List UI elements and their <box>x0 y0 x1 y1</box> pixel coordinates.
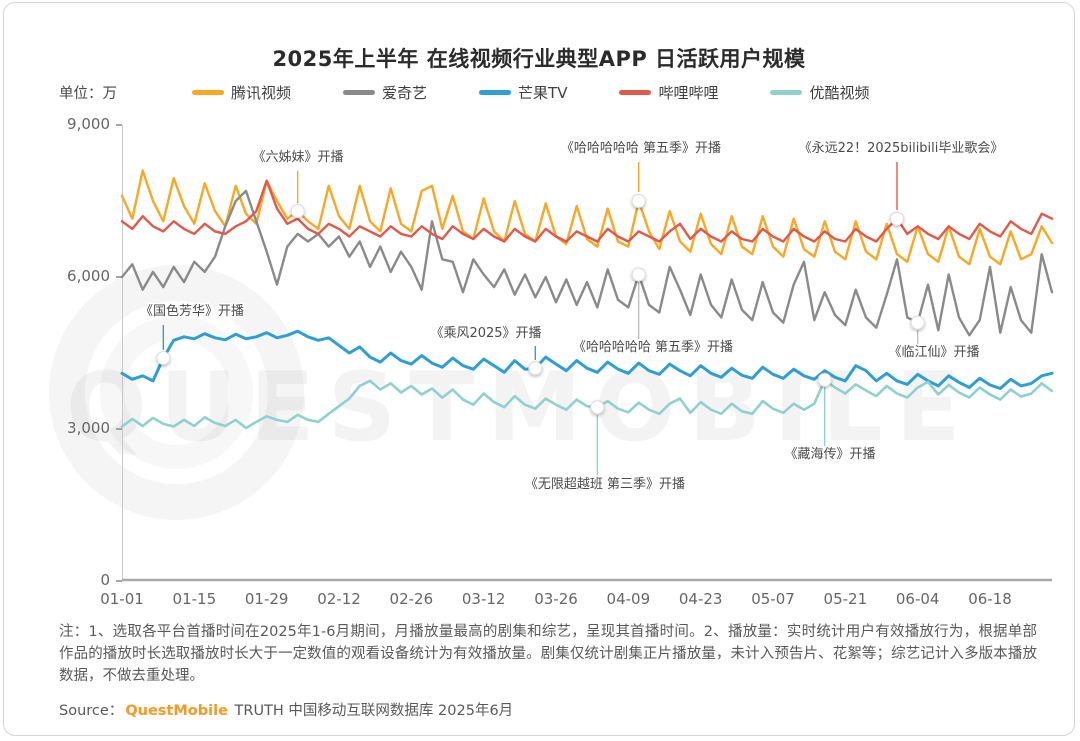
legend-item-label: 哔哩哔哩 <box>658 84 719 102</box>
legend-item-label: 腾讯视频 <box>231 84 292 102</box>
annotation-marker <box>528 361 543 376</box>
annotation: 《藏海传》开播 <box>783 372 877 464</box>
legend-item: 哔哩哔哩 <box>619 82 718 103</box>
legend-item: 腾讯视频 <box>192 82 291 103</box>
legend-item-label: 爱奇艺 <box>382 84 428 102</box>
annotation: 《无限超越班 第三季》开播 <box>523 400 687 494</box>
x-axis-label: 06-04 <box>895 590 940 608</box>
x-axis-label: 05-21 <box>823 590 868 608</box>
annotation: 《国色芳华》开播 <box>138 302 246 366</box>
x-axis-label: 04-23 <box>678 590 723 608</box>
series-line-2 <box>120 329 1054 390</box>
annotation: 《永远22！2025bilibili毕业歌会》 <box>797 140 1005 226</box>
annotation-label: 《哈哈哈哈哈 第五季》开播 <box>561 141 721 156</box>
annotation-label: 《国色芳华》开播 <box>140 303 244 319</box>
x-axis-label: 03-12 <box>461 590 506 608</box>
annotation-label: 《临江仙》开播 <box>888 345 979 360</box>
x-axis-label: 01-29 <box>244 590 289 608</box>
x-axis-label: 02-26 <box>389 590 434 608</box>
annotation-marker <box>631 194 646 208</box>
annotation-label: 《乘风2025》开播 <box>430 326 541 341</box>
y-axis-label: 0 <box>100 571 110 589</box>
series-line-1 <box>120 189 1054 337</box>
annotation-marker <box>290 204 305 219</box>
series-line-0 <box>120 169 1054 266</box>
source-brand: QuestMobile <box>125 703 228 719</box>
annotation: 《乘风2025》开播 <box>429 325 543 376</box>
annotation-label: 《六姊妹》开播 <box>252 150 343 165</box>
x-axis-label: 05-07 <box>751 590 795 608</box>
annotation-marker <box>890 211 904 226</box>
annotation-marker <box>631 267 646 282</box>
annotation: 《六姊妹》开播 <box>251 149 345 219</box>
x-axis-label: 01-01 <box>100 590 144 608</box>
legend-swatch <box>479 90 512 95</box>
x-axis-label: 02-12 <box>317 590 361 608</box>
legend-item: 优酷视频 <box>770 82 870 103</box>
legend-swatch <box>770 90 803 95</box>
annotation-marker <box>156 351 171 366</box>
chart-title: 2025年上半年 在线视频行业典型APP 日活跃用户规模 <box>272 47 806 71</box>
x-axis-label: 06-18 <box>968 590 1012 608</box>
annotation-label: 《永远22！2025bilibili毕业歌会》 <box>799 141 1004 156</box>
legend-swatch <box>619 90 652 95</box>
annotation-marker <box>817 372 832 387</box>
annotation: 《临江仙》开播 <box>887 315 981 362</box>
y-axis-label: 9,000 <box>67 115 110 133</box>
annotation-marker <box>910 315 925 330</box>
legend-swatch <box>343 90 376 95</box>
annotation-label: 《哈哈哈哈哈 第五季》开播 <box>573 340 733 355</box>
legend-item: 芒果TV <box>479 82 567 103</box>
source-prefix: Source： <box>59 703 124 719</box>
annotation: 《哈哈哈哈哈 第五季》开播 <box>571 267 735 357</box>
legend-item-label: 优酷视频 <box>809 84 870 102</box>
questmobile-text-watermark: QUESTMOBILE <box>66 353 974 463</box>
x-axis-label: 01-15 <box>172 590 217 608</box>
y-axis-label: 3,000 <box>67 419 110 437</box>
y-axis-label: 6,000 <box>67 267 110 285</box>
line-chart: 《六姊妹》开播《哈哈哈哈哈 第五季》开播 《永远22！2025bilibili毕业… <box>116 124 1054 582</box>
unit-label: 单位：万 <box>59 86 117 102</box>
series-line-3 <box>120 179 1054 243</box>
source-line: Source： QuestMobile TRUTH 中国移动互联网数据库 2025… <box>59 699 513 720</box>
series-line-4 <box>120 378 1054 430</box>
x-axis-label: 04-09 <box>606 590 651 608</box>
notes-text: 注：1、选取各平台首播时间在2025年1-6月期间，月播放量最高的剧集和综艺，呈… <box>59 624 1037 685</box>
annotation-label: 《无限超越班 第三季》开播 <box>525 477 685 492</box>
legend-item-label: 芒果TV <box>518 84 568 102</box>
annotation: 《哈哈哈哈哈 第五季》开播 <box>559 140 723 208</box>
annotation-label: 《藏海传》开播 <box>784 447 875 462</box>
legend-swatch <box>192 90 224 95</box>
axes <box>116 124 1052 582</box>
annotation-marker <box>590 400 605 415</box>
x-axis-label: 03-26 <box>534 590 578 608</box>
legend-item: 爱奇艺 <box>343 82 427 103</box>
source-suffix: TRUTH 中国移动互联网数据库 2025年6月 <box>229 703 514 719</box>
legend: 腾讯视频 爱奇艺 芒果TV 哔哩哔哩 优酷视频 <box>192 82 870 103</box>
report-card: QUESTMOBILE 2025年上半年 在线视频行业典型APP 日活跃用户规模… <box>3 2 1075 736</box>
